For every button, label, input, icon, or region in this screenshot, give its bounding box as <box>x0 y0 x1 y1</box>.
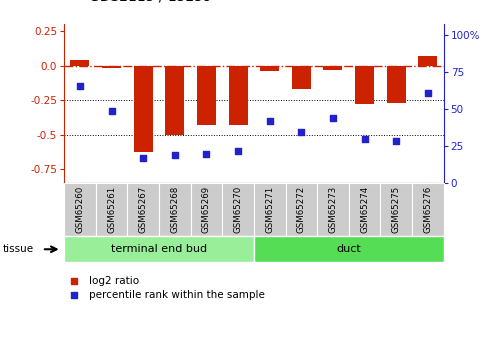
Point <box>361 136 369 141</box>
Text: duct: duct <box>336 244 361 254</box>
Bar <box>165 66 184 135</box>
Bar <box>355 66 374 104</box>
Bar <box>387 66 406 103</box>
Text: log2 ratio: log2 ratio <box>89 276 139 286</box>
Text: GSM65275: GSM65275 <box>392 186 401 233</box>
Bar <box>134 66 153 152</box>
Bar <box>96 183 127 236</box>
Bar <box>222 183 254 236</box>
Bar <box>323 66 343 70</box>
Bar <box>197 66 216 125</box>
Text: GSM65276: GSM65276 <box>423 186 432 233</box>
Point <box>266 118 274 124</box>
Point <box>107 108 115 114</box>
Bar <box>70 60 89 66</box>
Text: GSM65268: GSM65268 <box>170 186 179 233</box>
Bar <box>254 183 285 236</box>
Bar <box>419 56 437 66</box>
Point <box>297 129 305 135</box>
Text: GSM65269: GSM65269 <box>202 186 211 233</box>
Point <box>203 151 211 157</box>
Bar <box>127 183 159 236</box>
Text: GSM65260: GSM65260 <box>75 186 84 233</box>
Text: GSM65273: GSM65273 <box>328 186 338 233</box>
Point <box>329 115 337 121</box>
Bar <box>412 183 444 236</box>
Text: terminal end bud: terminal end bud <box>111 244 207 254</box>
Point <box>392 139 400 144</box>
Text: GSM65274: GSM65274 <box>360 186 369 233</box>
Bar <box>102 66 121 68</box>
Text: GDS2115 / 15259: GDS2115 / 15259 <box>89 0 211 3</box>
Point <box>70 292 78 298</box>
Bar <box>260 66 279 71</box>
Text: GSM65270: GSM65270 <box>234 186 243 233</box>
Bar <box>292 66 311 89</box>
Bar <box>381 183 412 236</box>
Bar <box>159 183 191 236</box>
Text: tissue: tissue <box>2 244 34 254</box>
Point <box>171 152 179 158</box>
Bar <box>349 183 381 236</box>
Bar <box>64 236 254 262</box>
Bar <box>254 236 444 262</box>
Point <box>76 83 84 89</box>
Bar <box>191 183 222 236</box>
Bar <box>229 66 247 125</box>
Text: percentile rank within the sample: percentile rank within the sample <box>89 290 265 300</box>
Text: GSM65272: GSM65272 <box>297 186 306 233</box>
Bar <box>317 183 349 236</box>
Bar <box>285 183 317 236</box>
Point <box>139 155 147 161</box>
Text: GSM65271: GSM65271 <box>265 186 274 233</box>
Text: GSM65267: GSM65267 <box>139 186 148 233</box>
Point <box>70 278 78 284</box>
Text: GSM65261: GSM65261 <box>107 186 116 233</box>
Bar <box>64 183 96 236</box>
Point <box>234 148 242 154</box>
Point <box>424 90 432 96</box>
